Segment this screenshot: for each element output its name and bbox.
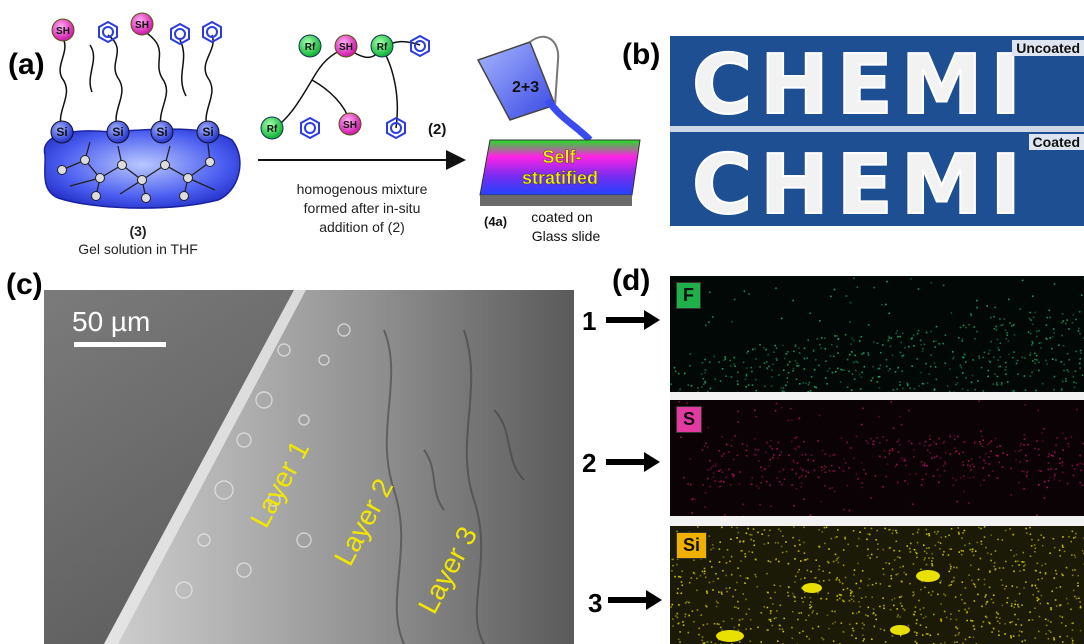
arrow-caption-1: homogenous mixture [297, 181, 428, 197]
sh-text-4: SH [343, 120, 357, 131]
slide-divider [670, 126, 1084, 132]
sh-text-2: SH [135, 20, 149, 31]
s-tag: S [676, 406, 703, 433]
gel-number: (3) [129, 223, 146, 239]
coated-caption-1: coated on [531, 209, 593, 225]
panel-a-label: (a) [8, 48, 45, 81]
scale-bar-label: 50 µm [72, 306, 151, 337]
slab-text-2: stratified [522, 168, 598, 188]
beaker-icon: 2+3 [476, 35, 593, 143]
map-divider-2 [670, 516, 1084, 526]
f-map: F [670, 276, 1084, 392]
row-1-number: 1 [582, 306, 597, 336]
panel-c-label: (c) [6, 268, 43, 301]
rf-text-1: Rf [305, 42, 316, 53]
uncoated-tag: Uncoated [1012, 40, 1084, 56]
uncoated-word: CHEMI [691, 37, 1029, 126]
row-2-arrow [606, 452, 660, 472]
panel-b-label: (b) [622, 38, 661, 71]
row-3-number: 3 [588, 588, 603, 618]
panel-d-label: (d) [612, 264, 651, 297]
coated-word: CHEMI [691, 137, 1029, 226]
arrow-caption-2: formed after in-situ [304, 200, 421, 216]
si-tag: Si [676, 532, 708, 559]
panel-a-scheme: Si Si Si Si SH SH (3) Gel solution in TH… [43, 12, 641, 257]
coated-number: (4a) [484, 214, 507, 229]
row-2-number: 2 [582, 448, 597, 478]
coated-slide: CHEMI Coated [670, 132, 1084, 226]
si-map: Si [670, 526, 1084, 644]
rf-text-2: Rf [377, 42, 388, 53]
si-text-1: Si [56, 125, 67, 139]
beaker-text: 2+3 [512, 79, 539, 96]
self-stratified-slab: Self- stratified [479, 139, 641, 206]
sh-text-1: SH [56, 26, 70, 37]
gel-caption: Gel solution in THF [78, 241, 198, 257]
si-text-3: Si [156, 125, 167, 139]
slab-text-1: Self- [542, 147, 581, 167]
coated-caption-2: Glass slide [532, 228, 601, 244]
compound2-number: (2) [428, 121, 446, 138]
gel-blob [43, 128, 241, 209]
si-text-4: Si [202, 125, 213, 139]
uncoated-slide: CHEMI Uncoated [670, 36, 1084, 126]
si-text-2: Si [112, 125, 123, 139]
map-divider-1 [670, 392, 1084, 400]
sem-image: 50 µm Layer 1 Layer 2 Layer 3 [44, 290, 574, 644]
coated-tag: Coated [1028, 134, 1084, 150]
sh-text-3: SH [339, 42, 353, 53]
s-map: S [670, 400, 1084, 516]
rf-text-3: Rf [267, 124, 278, 135]
f-tag: F [676, 282, 701, 309]
row-3-arrow [608, 590, 662, 610]
row-1-arrow [606, 310, 660, 330]
arrow-caption-3: addition of (2) [319, 219, 405, 235]
